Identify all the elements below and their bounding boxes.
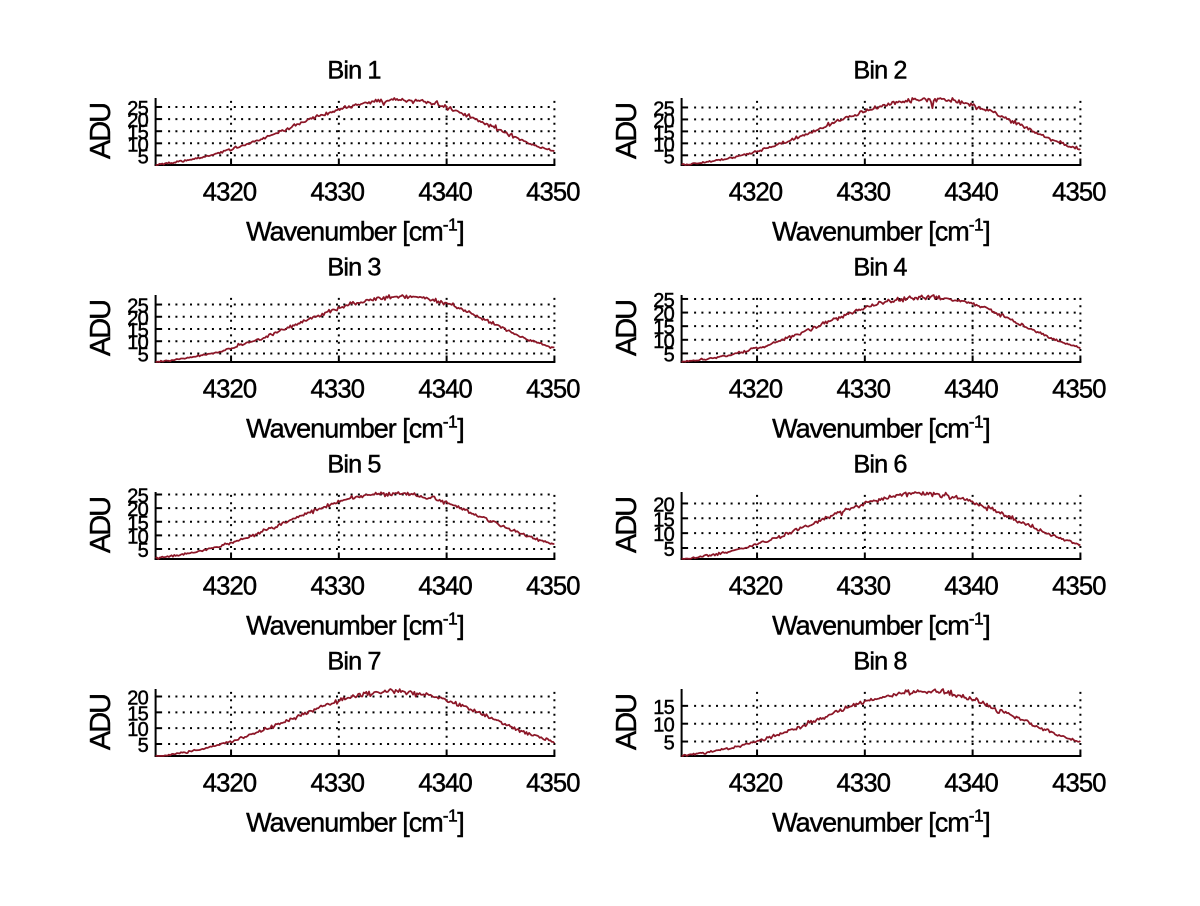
svg-text:4330: 4330: [837, 769, 891, 797]
svg-text:4340: 4340: [418, 572, 472, 600]
svg-text:25: 25: [127, 486, 148, 508]
svg-text:15: 15: [127, 320, 148, 342]
svg-text:25: 25: [653, 290, 674, 312]
svg-text:15: 15: [653, 509, 674, 531]
svg-text:ADU: ADU: [611, 301, 643, 356]
svg-text:4350: 4350: [526, 375, 580, 403]
svg-text:4320: 4320: [203, 769, 257, 797]
svg-text:ADU: ADU: [85, 301, 117, 356]
svg-text:Wavenumber [cm-1]: Wavenumber [cm-1]: [246, 412, 464, 444]
svg-text:4320: 4320: [729, 178, 783, 206]
svg-text:Bin 7: Bin 7: [327, 647, 380, 675]
svg-text:4320: 4320: [729, 572, 783, 600]
svg-text:4330: 4330: [837, 375, 891, 403]
svg-text:5: 5: [664, 146, 675, 168]
svg-text:4330: 4330: [311, 572, 365, 600]
svg-text:4340: 4340: [944, 178, 998, 206]
svg-text:Wavenumber [cm-1]: Wavenumber [cm-1]: [246, 609, 464, 641]
svg-text:10: 10: [127, 526, 148, 548]
svg-text:4330: 4330: [837, 572, 891, 600]
svg-text:5: 5: [664, 733, 675, 755]
svg-text:25: 25: [653, 98, 674, 120]
svg-text:10: 10: [127, 134, 148, 156]
svg-text:5: 5: [138, 146, 149, 168]
svg-text:Wavenumber [cm-1]: Wavenumber [cm-1]: [246, 215, 464, 247]
svg-text:20: 20: [127, 499, 148, 521]
svg-text:4350: 4350: [1052, 178, 1106, 206]
svg-text:15: 15: [127, 703, 148, 725]
svg-text:15: 15: [653, 122, 674, 144]
svg-text:Wavenumber [cm-1]: Wavenumber [cm-1]: [246, 806, 464, 838]
svg-text:4340: 4340: [418, 375, 472, 403]
svg-text:5: 5: [138, 735, 149, 757]
svg-text:4350: 4350: [526, 572, 580, 600]
svg-text:4340: 4340: [418, 178, 472, 206]
svg-text:4320: 4320: [729, 375, 783, 403]
svg-text:10: 10: [127, 719, 148, 741]
svg-text:Bin 4: Bin 4: [853, 253, 907, 281]
svg-text:Bin 8: Bin 8: [853, 647, 906, 675]
svg-text:20: 20: [653, 494, 674, 516]
svg-text:5: 5: [664, 539, 675, 561]
svg-text:4340: 4340: [944, 572, 998, 600]
svg-text:20: 20: [127, 308, 148, 330]
svg-text:20: 20: [127, 688, 148, 710]
svg-text:4340: 4340: [944, 769, 998, 797]
svg-text:15: 15: [653, 697, 674, 719]
svg-text:4330: 4330: [311, 769, 365, 797]
svg-text:4350: 4350: [1052, 572, 1106, 600]
svg-text:20: 20: [653, 110, 674, 132]
svg-text:Bin 3: Bin 3: [327, 253, 380, 281]
svg-text:25: 25: [127, 98, 148, 120]
svg-text:ADU: ADU: [611, 104, 643, 159]
svg-text:4340: 4340: [944, 375, 998, 403]
svg-text:5: 5: [138, 344, 149, 366]
svg-text:4320: 4320: [203, 572, 257, 600]
svg-text:ADU: ADU: [85, 695, 117, 750]
svg-text:10: 10: [653, 715, 674, 737]
svg-text:20: 20: [653, 304, 674, 326]
svg-text:10: 10: [653, 524, 674, 546]
svg-text:4330: 4330: [311, 178, 365, 206]
svg-text:4350: 4350: [526, 178, 580, 206]
svg-text:4350: 4350: [1052, 769, 1106, 797]
svg-text:4350: 4350: [526, 769, 580, 797]
svg-text:ADU: ADU: [611, 498, 643, 553]
svg-text:ADU: ADU: [85, 498, 117, 553]
svg-text:Bin 2: Bin 2: [853, 56, 906, 84]
svg-text:4340: 4340: [418, 769, 472, 797]
svg-text:ADU: ADU: [85, 104, 117, 159]
svg-text:4320: 4320: [203, 375, 257, 403]
svg-text:Wavenumber [cm-1]: Wavenumber [cm-1]: [772, 215, 990, 247]
svg-text:4330: 4330: [837, 178, 891, 206]
svg-text:Wavenumber [cm-1]: Wavenumber [cm-1]: [772, 806, 990, 838]
svg-text:20: 20: [127, 110, 148, 132]
svg-text:10: 10: [653, 331, 674, 353]
svg-text:Wavenumber [cm-1]: Wavenumber [cm-1]: [772, 412, 990, 444]
svg-text:Wavenumber [cm-1]: Wavenumber [cm-1]: [772, 609, 990, 641]
svg-text:Bin 5: Bin 5: [327, 450, 380, 478]
svg-text:4320: 4320: [729, 769, 783, 797]
svg-text:4350: 4350: [1052, 375, 1106, 403]
svg-text:15: 15: [127, 122, 148, 144]
svg-text:4320: 4320: [203, 178, 257, 206]
svg-text:Bin 6: Bin 6: [853, 450, 906, 478]
svg-text:15: 15: [127, 513, 148, 535]
svg-text:10: 10: [653, 134, 674, 156]
svg-text:Bin 1: Bin 1: [327, 56, 380, 84]
svg-text:25: 25: [127, 296, 148, 318]
svg-text:ADU: ADU: [611, 695, 643, 750]
svg-text:10: 10: [127, 332, 148, 354]
svg-text:5: 5: [664, 344, 675, 366]
svg-text:5: 5: [138, 540, 149, 562]
svg-text:15: 15: [653, 317, 674, 339]
svg-text:4330: 4330: [311, 375, 365, 403]
